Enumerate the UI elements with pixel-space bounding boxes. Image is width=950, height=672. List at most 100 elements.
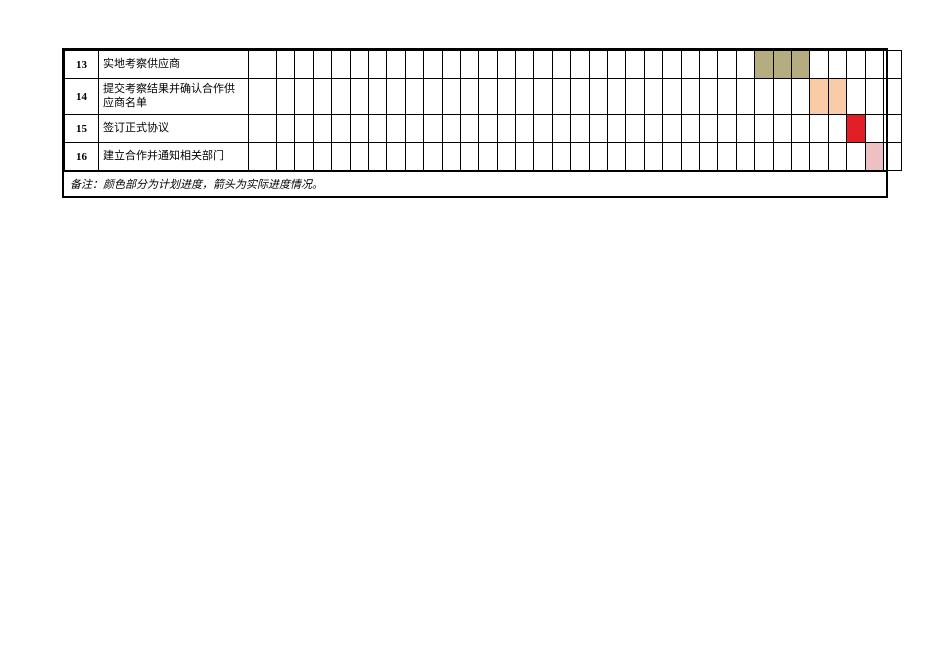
gantt-cell (608, 79, 626, 115)
gantt-cell (773, 115, 791, 143)
gantt-cell (442, 51, 460, 79)
gantt-cell (571, 79, 589, 115)
gantt-cell (810, 143, 828, 171)
gantt-cell (516, 79, 534, 115)
gantt-cell (755, 51, 773, 79)
gantt-cell (755, 143, 773, 171)
gantt-cell (534, 143, 552, 171)
table-row: 15签订正式协议 (65, 115, 902, 143)
gantt-cell (718, 143, 736, 171)
gantt-cell (460, 115, 478, 143)
gantt-cell (350, 143, 368, 171)
gantt-cell (883, 79, 901, 115)
gantt-cell (368, 79, 386, 115)
gantt-cell (313, 143, 331, 171)
gantt-cell (479, 143, 497, 171)
gantt-cell (736, 115, 754, 143)
gantt-cell (810, 115, 828, 143)
row-number: 13 (65, 51, 99, 79)
gantt-cell (847, 51, 865, 79)
gantt-cell (644, 79, 662, 115)
gantt-cell (571, 143, 589, 171)
gantt-cell (277, 143, 295, 171)
gantt-cell (608, 115, 626, 143)
gantt-cell (534, 51, 552, 79)
gantt-cell (828, 79, 846, 115)
gantt-cell (332, 115, 350, 143)
gantt-cell (405, 143, 423, 171)
gantt-cell (332, 51, 350, 79)
gantt-cell (552, 115, 570, 143)
gantt-cell (405, 79, 423, 115)
gantt-cell (313, 51, 331, 79)
gantt-cell (295, 79, 313, 115)
gantt-cell (608, 51, 626, 79)
gantt-cell (755, 79, 773, 115)
gantt-cell (368, 143, 386, 171)
gantt-cell (387, 143, 405, 171)
gantt-cell (681, 51, 699, 79)
gantt-cell (552, 51, 570, 79)
gantt-cell (589, 79, 607, 115)
gantt-cell (736, 143, 754, 171)
gantt-cell (644, 51, 662, 79)
gantt-cell (718, 51, 736, 79)
gantt-cell (699, 51, 717, 79)
gantt-cell (718, 79, 736, 115)
row-number: 14 (65, 79, 99, 115)
gantt-cell (571, 51, 589, 79)
gantt-cell (552, 143, 570, 171)
gantt-cell (699, 143, 717, 171)
gantt-cell (681, 79, 699, 115)
gantt-cell (828, 51, 846, 79)
gantt-cell (847, 143, 865, 171)
table-row: 13实地考察供应商 (65, 51, 902, 79)
gantt-cell (350, 115, 368, 143)
gantt-cell (460, 51, 478, 79)
pad-cell (249, 115, 277, 143)
gantt-cell (791, 79, 809, 115)
gantt-cell (828, 115, 846, 143)
gantt-cell (277, 115, 295, 143)
gantt-cell (313, 115, 331, 143)
pad-cell (249, 79, 277, 115)
gantt-cell (791, 115, 809, 143)
gantt-cell (442, 143, 460, 171)
gantt-cell (516, 51, 534, 79)
gantt-cell (847, 79, 865, 115)
gantt-cell (277, 79, 295, 115)
gantt-cell (773, 51, 791, 79)
gantt-cell (295, 143, 313, 171)
gantt-cell (589, 143, 607, 171)
gantt-cell (479, 79, 497, 115)
gantt-cell (883, 143, 901, 171)
gantt-cell (810, 51, 828, 79)
pad-cell (249, 51, 277, 79)
gantt-cell (883, 51, 901, 79)
row-number: 16 (65, 143, 99, 171)
gantt-cell (663, 143, 681, 171)
gantt-cell (368, 51, 386, 79)
row-description: 实地考察供应商 (99, 51, 249, 79)
gantt-cell (534, 79, 552, 115)
gantt-cell (699, 115, 717, 143)
gantt-cell (736, 79, 754, 115)
gantt-cell (865, 79, 883, 115)
gantt-cell (424, 115, 442, 143)
gantt-cell (516, 115, 534, 143)
gantt-cell (626, 79, 644, 115)
gantt-cell (663, 51, 681, 79)
gantt-cell (699, 79, 717, 115)
gantt-cell (497, 143, 515, 171)
gantt-cell (883, 115, 901, 143)
gantt-cell (497, 51, 515, 79)
gantt-cell (828, 143, 846, 171)
gantt-cell (571, 115, 589, 143)
gantt-cell (497, 79, 515, 115)
gantt-cell (460, 143, 478, 171)
gantt-cell (387, 79, 405, 115)
row-description: 建立合作并通知相关部门 (99, 143, 249, 171)
gantt-cell (460, 79, 478, 115)
gantt-cell (405, 115, 423, 143)
gantt-cell (865, 143, 883, 171)
